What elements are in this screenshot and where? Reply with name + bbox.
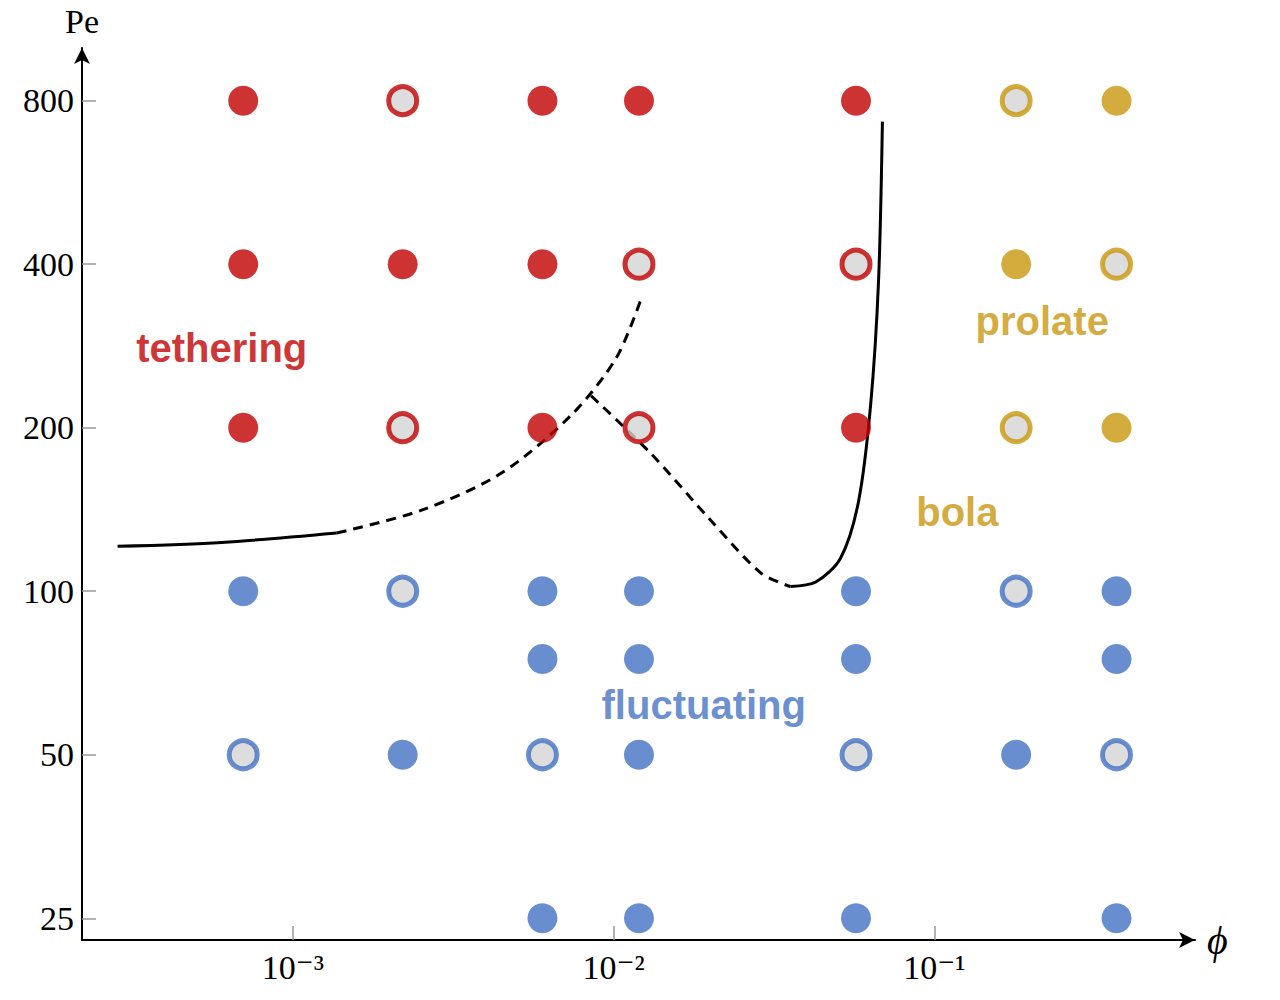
svg-text:10⁻¹: 10⁻¹	[903, 949, 965, 986]
svg-text:400: 400	[23, 246, 74, 283]
svg-text:800: 800	[23, 82, 74, 119]
svg-text:50: 50	[40, 736, 74, 773]
svg-text:tethering: tethering	[136, 326, 307, 370]
svg-text:25: 25	[40, 900, 74, 937]
svg-text:bola: bola	[916, 490, 999, 534]
svg-text:200: 200	[23, 409, 74, 446]
svg-text:prolate: prolate	[976, 299, 1109, 343]
svg-text:10⁻²: 10⁻²	[583, 949, 645, 986]
svg-text:10⁻³: 10⁻³	[262, 949, 324, 986]
svg-text:100: 100	[23, 573, 74, 610]
svg-text:ϕ: ϕ	[1207, 918, 1228, 963]
svg-text:Pe: Pe	[65, 3, 99, 40]
svg-text:fluctuating: fluctuating	[602, 683, 806, 727]
